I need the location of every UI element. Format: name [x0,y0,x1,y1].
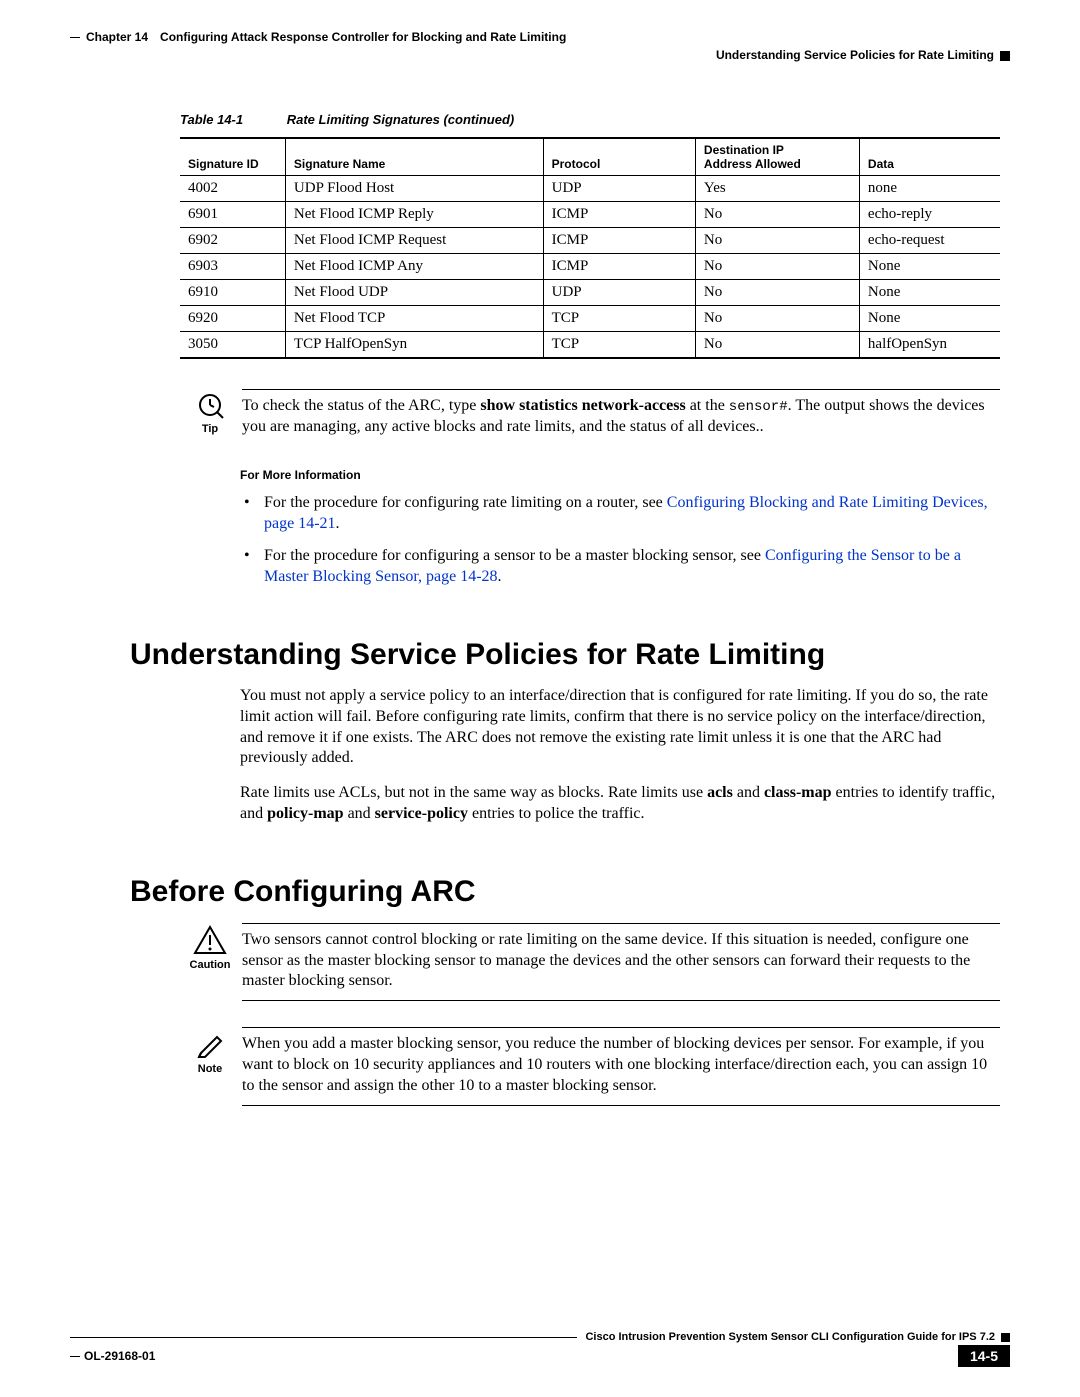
note-label: Note [198,1063,222,1075]
more-info-title: For More Information [240,468,1000,482]
list-item: For the procedure for configuring rate l… [240,492,1000,535]
table-row: 6902Net Flood ICMP RequestICMPNoecho-req… [180,228,1000,254]
page-footer: Cisco Intrusion Prevention System Sensor… [70,1331,1010,1367]
caution-callout: Caution Two sensors cannot control block… [180,923,1000,1001]
col-signature-id: Signature ID [180,138,285,176]
rate-limiting-table: Signature ID Signature Name Protocol Des… [180,137,1000,359]
more-info: For More Information For the procedure f… [240,468,1000,588]
list-item: For the procedure for configuring a sens… [240,545,1000,588]
table-row: 6903Net Flood ICMP AnyICMPNoNone [180,254,1000,280]
tip-callout: Tip To check the status of the ARC, type… [180,389,1000,438]
tip-text: To check the status of the ARC, type sho… [242,396,1000,438]
note-callout: Note When you add a master blocking sens… [180,1027,1000,1105]
doc-id: OL-29168-01 [70,1349,155,1363]
chapter-title: Configuring Attack Response Controller f… [160,30,1010,44]
paragraph: Rate limits use ACLs, but not in the sam… [240,783,1010,825]
table-row: 6920Net Flood TCPTCPNoNone [180,306,1000,332]
note-icon [195,1029,225,1059]
heading-service-policies: Understanding Service Policies for Rate … [130,638,1010,672]
table-row: 4002UDP Flood HostUDPYesnone [180,176,1000,202]
header-section: Understanding Service Policies for Rate … [70,48,1010,62]
caution-text: Two sensors cannot control blocking or r… [242,930,1000,992]
page-header: Chapter 14 Configuring Attack Response C… [70,30,1010,44]
col-dest-ip: Destination IPAddress Allowed [695,138,859,176]
caution-icon [193,925,227,955]
section-body: You must not apply a service policy to a… [240,686,1010,825]
note-text: When you add a master blocking sensor, y… [242,1034,1000,1096]
guide-title: Cisco Intrusion Prevention System Sensor… [585,1331,995,1343]
table-row: 6901Net Flood ICMP ReplyICMPNoecho-reply [180,202,1000,228]
heading-before-configuring: Before Configuring ARC [130,875,1010,909]
tip-icon [196,391,224,419]
paragraph: You must not apply a service policy to a… [240,686,1010,769]
table-row: 6910Net Flood UDPUDPNoNone [180,280,1000,306]
caution-label: Caution [190,959,231,971]
col-protocol: Protocol [543,138,695,176]
table-caption: Table 14-1 Rate Limiting Signatures (con… [180,112,1010,127]
page-number: 14-5 [958,1345,1010,1367]
col-data: Data [859,138,1000,176]
table-row: 3050TCP HalfOpenSynTCPNohalfOpenSyn [180,332,1000,359]
col-signature-name: Signature Name [285,138,543,176]
tip-label: Tip [202,423,218,435]
chapter-label: Chapter 14 [86,30,148,44]
